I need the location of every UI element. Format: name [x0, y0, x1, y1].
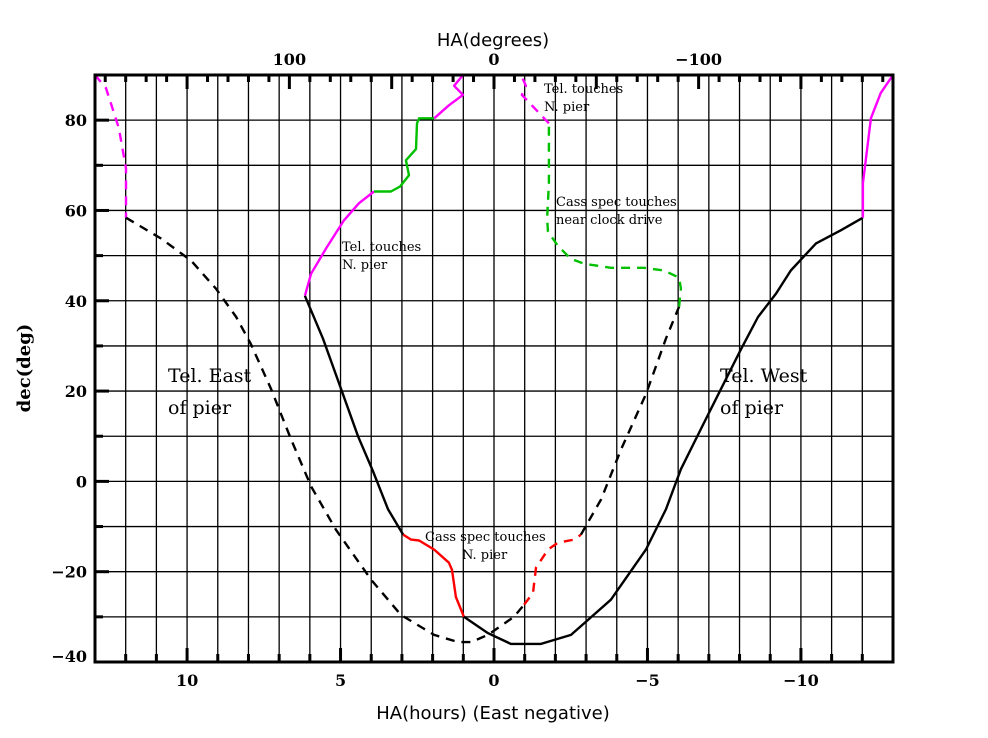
series-line-red-solid	[402, 533, 466, 618]
x-tick-label: −5	[635, 671, 660, 690]
annotation-tel-n-pier-left: N. pier	[342, 258, 388, 273]
y-axis-title: dec(deg)	[14, 324, 35, 413]
top-axis-title: HA(degrees)	[437, 30, 549, 51]
annotation-tel-n-pier-top: Tel. touches	[544, 82, 623, 97]
annotation-cass-clock: near clock drive	[556, 213, 663, 228]
y-tick-label: 60	[65, 201, 87, 220]
annotation-tel-west: of pier	[720, 397, 784, 419]
series-line-black-dashed	[579, 306, 681, 536]
series-line-magenta-dashed	[94, 74, 128, 218]
annotation-tel-east: Tel. East	[168, 365, 252, 387]
annotation-tel-n-pier-left: Tel. touches	[342, 240, 421, 255]
series-line-green-solid	[374, 117, 435, 193]
series-line-black-solid	[463, 216, 864, 646]
ticks: 10 5 0 −5 −10 80 60 40 20 0 −20 −40 100 0 −100	[51, 50, 895, 690]
annotation-cass-n-pier: N. pier	[462, 548, 508, 563]
series-group	[94, 74, 894, 646]
annotations: Tel. touches N. pier Cass spec touches near…	[168, 82, 808, 563]
x-tick-label: −10	[783, 671, 819, 690]
annotation-cass-n-pier: Cass spec touches	[425, 530, 546, 545]
x-tick-label: 0	[488, 671, 499, 690]
annotation-tel-n-pier-top: N. pier	[544, 100, 590, 115]
series-line-magenta-solid	[303, 190, 375, 297]
top-tick-label: −100	[675, 50, 722, 69]
x-axis-title: HA(hours) (East negative)	[376, 703, 610, 724]
x-tick-label: 10	[176, 671, 198, 690]
y-tick-label: 40	[65, 292, 87, 311]
x-tick-label: 5	[335, 671, 346, 690]
y-tick-label: 80	[65, 111, 87, 130]
top-tick-label: 100	[273, 50, 306, 69]
y-tick-label: 20	[65, 382, 87, 401]
grid	[94, 74, 894, 663]
y-tick-label: 0	[76, 472, 87, 491]
series-line-red-dashed	[523, 533, 582, 606]
annotation-tel-west: Tel. West	[720, 365, 808, 387]
series-line-black-dashed	[125, 216, 526, 644]
y-tick-label: −40	[51, 647, 87, 666]
annotation-tel-east: of pier	[168, 397, 232, 419]
top-tick-label: 0	[488, 50, 499, 69]
series-line-magenta-solid	[433, 74, 465, 120]
plot-frame	[93, 73, 895, 664]
y-tick-label: −20	[51, 563, 87, 582]
annotation-cass-clock: Cass spec touches	[556, 195, 677, 210]
series-line-magenta-dashed	[519, 74, 550, 125]
series-line-black-solid	[303, 295, 405, 536]
series-line-magenta-solid	[861, 74, 894, 218]
